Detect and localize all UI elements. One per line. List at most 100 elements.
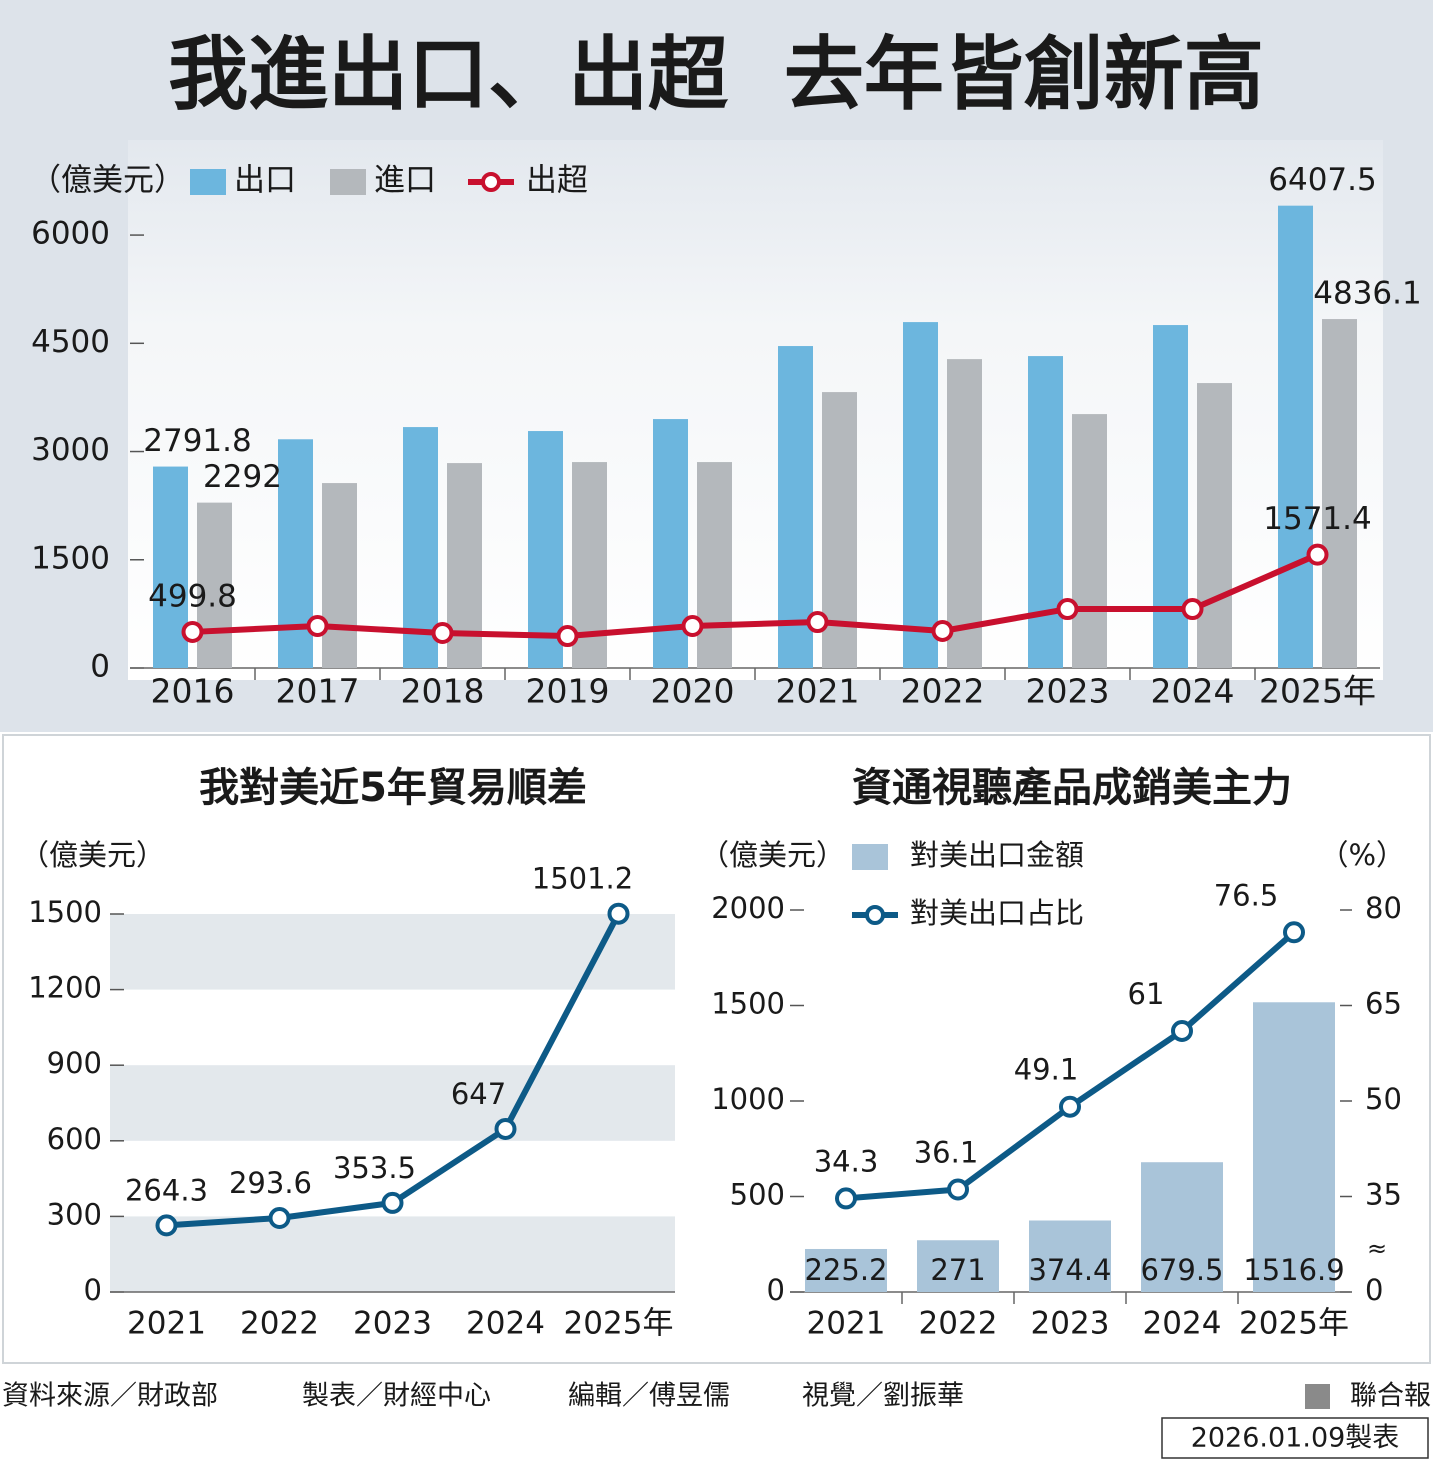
data-label: 36.1 [914, 1135, 979, 1169]
bar [403, 427, 438, 668]
axis-unit: （%） [1319, 838, 1405, 872]
grid-band [110, 914, 675, 990]
y2-tick-label: 0 [1365, 1273, 1383, 1307]
marker [947, 1178, 969, 1201]
x-tick-label: 2025年 [564, 1306, 674, 1342]
axis-unit: （億美元） [700, 838, 845, 872]
legend-swatch [852, 844, 888, 870]
legend-swatch [481, 172, 501, 192]
credit: 製表／財經中心 [302, 1381, 491, 1412]
marker [155, 1214, 178, 1237]
bar [1322, 319, 1357, 668]
x-tick-label: 2019 [526, 672, 610, 711]
page-title: 我進出口、出超 去年皆創新高 [168, 28, 1264, 121]
y-tick-label: 1200 [28, 971, 102, 1005]
x-tick-label: 2018 [401, 672, 485, 711]
legend-label: 進口 [374, 163, 436, 199]
legend-swatch [330, 169, 366, 195]
publisher-mark [1305, 1384, 1330, 1409]
x-tick-label: 2021 [807, 1306, 886, 1342]
y-tick-label: 500 [730, 1178, 785, 1212]
y2-tick-label: 35 [1365, 1178, 1402, 1212]
marker [1056, 598, 1079, 621]
bar [697, 462, 732, 668]
data-label: 225.2 [804, 1253, 887, 1287]
bar [1278, 205, 1313, 668]
credit: 視覺／劉振華 [802, 1381, 964, 1412]
data-label: 2791.8 [143, 423, 251, 459]
marker [607, 902, 630, 925]
x-tick-label: 2023 [1031, 1306, 1110, 1342]
bar [528, 431, 563, 668]
bar [153, 466, 188, 668]
x-tick-label: 2025年 [1239, 1306, 1349, 1342]
x-tick-label: 2024 [1151, 672, 1235, 711]
data-label: 293.6 [229, 1166, 312, 1200]
x-tick-label: 2024 [1143, 1306, 1222, 1342]
x-tick-label: 2020 [651, 672, 735, 711]
bar [1028, 356, 1063, 668]
data-label: 76.5 [1214, 878, 1279, 912]
grid-band [110, 1065, 675, 1141]
marker [268, 1207, 291, 1230]
y-tick-label: 3000 [31, 432, 110, 468]
data-label: 1516.9 [1243, 1253, 1344, 1287]
chart-title: 我對美近5年貿易順差 [199, 765, 587, 811]
date: 2026.01.09製表 [1191, 1423, 1400, 1454]
legend-label: 出口 [234, 163, 296, 199]
data-label: 271 [930, 1253, 985, 1287]
credit: 編輯／傅昱儒 [568, 1381, 730, 1412]
y-tick-label: 1000 [711, 1082, 785, 1116]
data-label: 2292 [203, 459, 282, 495]
marker [681, 615, 704, 638]
x-tick-label: 2022 [919, 1306, 998, 1342]
grid-band [110, 1216, 675, 1292]
data-label: 61 [1128, 977, 1165, 1011]
marker [1059, 1095, 1081, 1118]
y-tick-label: 300 [47, 1197, 102, 1231]
data-label: 4836.1 [1313, 276, 1421, 312]
y-tick-label: 4500 [31, 324, 110, 360]
data-label: 679.5 [1140, 1253, 1223, 1287]
bar [197, 502, 232, 668]
marker [1181, 598, 1204, 621]
x-tick-label: 2016 [151, 672, 235, 711]
bar [903, 322, 938, 668]
marker [1306, 543, 1329, 566]
y-tick-label: 600 [47, 1122, 102, 1156]
bar [1253, 1002, 1335, 1292]
axis-unit: （億美元） [20, 838, 165, 872]
publisher: 聯合報 [1350, 1381, 1431, 1412]
x-tick-label: 2022 [901, 672, 985, 711]
marker [806, 611, 829, 634]
bar [322, 483, 357, 668]
x-tick-label: 2021 [776, 672, 860, 711]
bar [778, 346, 813, 668]
x-tick-label: 2023 [1026, 672, 1110, 711]
bar [1072, 414, 1107, 668]
legend-label: 對美出口占比 [910, 896, 1084, 930]
legend-label: 對美出口金額 [910, 838, 1084, 872]
y2-tick-label: 65 [1365, 987, 1402, 1021]
credit: 資料來源／財政部 [2, 1381, 218, 1412]
y-tick-label: 2000 [711, 891, 785, 925]
marker [431, 622, 454, 645]
axis-break: ≈ [1367, 1234, 1387, 1262]
line [192, 551, 1319, 640]
x-tick-label: 2021 [127, 1306, 206, 1342]
chart-title: 資通視聽產品成銷美主力 [852, 765, 1292, 811]
marker [494, 1117, 517, 1140]
marker [181, 620, 204, 643]
y-tick-label: 1500 [28, 895, 102, 929]
x-tick-label: 2022 [240, 1306, 319, 1342]
data-label: 499.8 [148, 578, 237, 614]
bar [917, 1240, 999, 1292]
y-tick-label: 1500 [711, 987, 785, 1021]
y-tick-label: 6000 [31, 216, 110, 252]
y-tick-label: 1500 [31, 540, 110, 576]
data-label: 6407.5 [1268, 162, 1376, 198]
data-label: 49.1 [1014, 1053, 1079, 1087]
y2-tick-label: 50 [1365, 1082, 1402, 1116]
legend-swatch [865, 905, 885, 925]
